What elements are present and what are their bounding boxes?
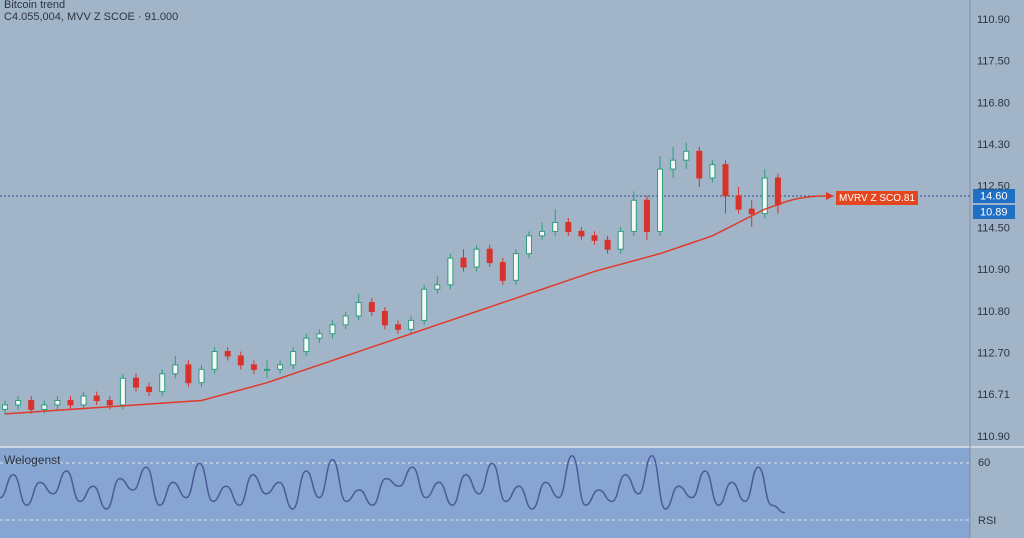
candle-body: [735, 195, 742, 210]
candle-body: [565, 222, 572, 232]
indicator-title: Welogenst: [4, 453, 61, 467]
candle-body: [604, 239, 611, 250]
candle-body: [93, 395, 100, 401]
price-axis-label: 114.50: [977, 222, 1010, 234]
candle-body: [133, 377, 139, 388]
price-axis-label: 114.30: [977, 139, 1010, 151]
candle-body: [15, 400, 22, 406]
indicator-panel: [0, 448, 970, 538]
candle-body: [290, 351, 297, 366]
price-axis-label: 112.70: [977, 348, 1010, 360]
candle-body: [355, 302, 362, 317]
candle-body: [552, 222, 559, 232]
candle-body: [41, 404, 48, 410]
candle-body: [368, 302, 375, 313]
annotation: MVRV Z SCO.81: [839, 193, 915, 204]
candle-body: [761, 177, 768, 215]
moving-average: [4, 203, 779, 415]
candle-body: [630, 199, 637, 232]
candle-body: [473, 248, 480, 268]
indicator-label: RSI: [978, 515, 996, 527]
candle-body: [172, 364, 179, 375]
candle-body: [250, 364, 257, 370]
candle-body: [106, 400, 113, 406]
candle-body: [460, 257, 467, 268]
candle-body: [264, 368, 270, 371]
chart-title: Bitcoin trend: [4, 0, 65, 11]
candle-body: [342, 315, 349, 326]
candle-body: [277, 364, 284, 370]
candle-body: [408, 319, 415, 330]
candle-body: [421, 288, 428, 321]
price-axis-label: 116.80: [977, 97, 1010, 109]
chart-subtitle: C4.055,004, MVV Z SCOE · 91.000: [4, 11, 178, 23]
candle-body: [657, 168, 663, 232]
annotation-box: [836, 191, 918, 205]
candle-body: [381, 311, 388, 326]
candle-body: [159, 373, 166, 393]
candle-body: [578, 230, 585, 237]
price-axis-label: 110.90: [977, 431, 1010, 443]
candle-body: [211, 351, 218, 370]
candle-body: [237, 355, 244, 366]
candle-body: [512, 253, 519, 281]
candle-body: [670, 159, 677, 170]
ma-extension: [777, 195, 827, 206]
candle-body: [329, 324, 336, 335]
price-tag-box: [973, 189, 1015, 203]
price-tag: 10.89: [980, 206, 1008, 218]
candle-body: [447, 257, 454, 286]
candle-body: [722, 164, 729, 197]
price-tag-box: [973, 205, 1015, 219]
candle-body: [224, 351, 231, 357]
candle-body: [54, 400, 61, 406]
ma-arrowhead: [826, 192, 834, 200]
candle-body: [28, 400, 35, 410]
price-axis-label: 110.90: [977, 264, 1010, 276]
candle-body: [395, 324, 401, 330]
candle-body: [486, 248, 493, 264]
price-tag: 14.60: [980, 190, 1008, 202]
candle-body: [119, 377, 126, 406]
candle-body: [303, 337, 310, 353]
candle-body: [696, 150, 703, 179]
candle-body: [80, 395, 87, 406]
candle-body: [499, 262, 506, 281]
price-axis-label: 116.71: [977, 389, 1010, 401]
candle-body: [316, 333, 323, 339]
candle-body: [709, 164, 716, 179]
price-axis-label: 112.50: [977, 181, 1010, 193]
price-axis-label: 110.90: [977, 14, 1010, 26]
candle-body: [748, 208, 755, 215]
price-axis-label: 117.50: [977, 56, 1010, 68]
candle-body: [591, 235, 598, 241]
candle-body: [643, 199, 650, 232]
candle-body: [67, 400, 74, 406]
candle-body: [185, 364, 192, 384]
candle-body: [146, 386, 153, 393]
candle-body: [2, 404, 8, 410]
candle-body: [683, 150, 690, 161]
rsi-line: [0, 455, 786, 514]
price-axis-label: 110.80: [977, 306, 1010, 318]
candle-body: [617, 230, 624, 250]
candle-body: [526, 235, 532, 255]
candle-body: [434, 284, 441, 290]
candle-body: [539, 230, 546, 237]
candle-body: [774, 177, 781, 206]
indicator-top-label: 60: [978, 457, 990, 469]
candle-body: [198, 368, 205, 384]
